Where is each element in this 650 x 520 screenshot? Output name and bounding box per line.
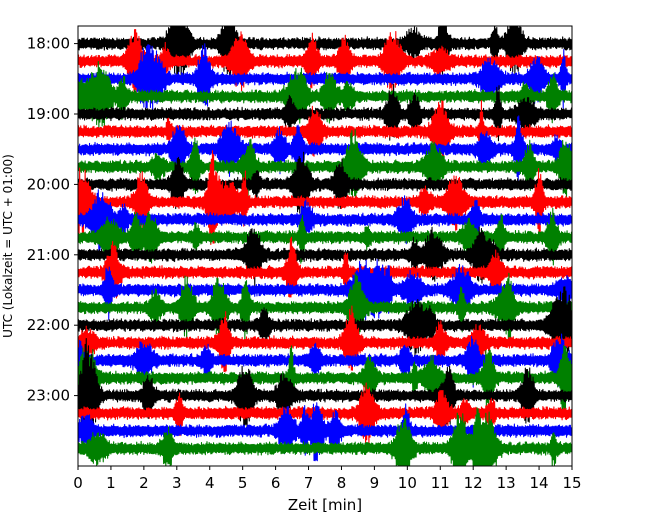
y-tick-label: 21:00: [27, 246, 70, 264]
y-tick-label: 20:00: [27, 175, 70, 193]
trace-line: [78, 150, 572, 246]
trace-line: [78, 26, 572, 82]
x-tick-label: 14: [530, 474, 549, 492]
y-axis-ticks: 18:00 19:00 20:00 21:00 22:00 23:00: [27, 35, 78, 405]
x-tick-label: 1: [106, 474, 116, 492]
y-axis-label: UTC (Lokalzeit = UTC + 01:00): [1, 154, 15, 338]
x-tick-label: 4: [205, 474, 215, 492]
y-tick-label: 18:00: [27, 35, 70, 53]
x-tick-label: 5: [238, 474, 248, 492]
x-tick-label: 11: [431, 474, 450, 492]
x-axis-label: Zeit [min]: [288, 496, 362, 514]
x-tick-label: 6: [271, 474, 281, 492]
trace-line: [78, 407, 572, 466]
x-tick-label: 0: [73, 474, 83, 492]
x-tick-label: 7: [304, 474, 314, 492]
trace-line: [78, 83, 572, 142]
trace-line: [78, 258, 572, 324]
x-tick-label: 2: [139, 474, 149, 492]
x-tick-label: 15: [562, 474, 581, 492]
x-tick-label: 8: [337, 474, 347, 492]
x-tick-label: 10: [398, 474, 417, 492]
trace-line: [78, 337, 572, 448]
trace-line: [78, 189, 572, 253]
trace-line: [78, 99, 572, 161]
seismic-traces: [78, 26, 572, 466]
x-tick-label: 13: [497, 474, 516, 492]
x-tick-label: 9: [370, 474, 380, 492]
x-axis-ticks: 0 1 2 3 4 5 6 7 8 9 10 11 12 13 14 15: [73, 466, 582, 492]
trace-line: [78, 286, 572, 364]
y-tick-label: 23:00: [27, 387, 70, 405]
y-tick-label: 22:00: [27, 316, 70, 334]
y-tick-label: 19:00: [27, 105, 70, 123]
plot-frame: [77, 25, 573, 467]
x-tick-label: 3: [172, 474, 182, 492]
trace-line: [78, 151, 572, 217]
trace-line: [78, 272, 572, 344]
x-tick-label: 12: [464, 474, 483, 492]
trace-line: [78, 236, 572, 302]
